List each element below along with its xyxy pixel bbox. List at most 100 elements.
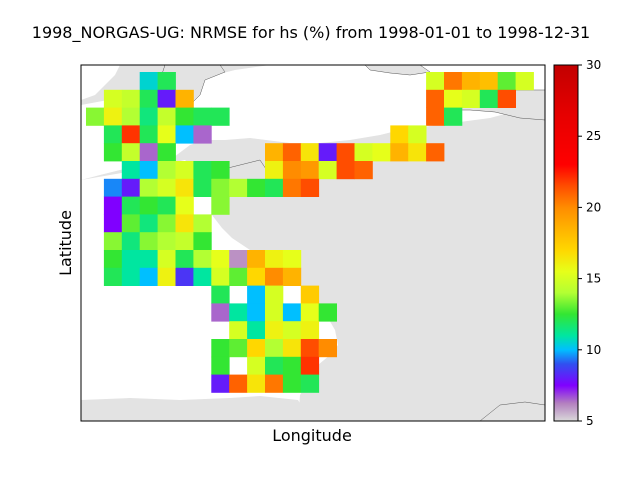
heatmap-cell	[211, 303, 230, 322]
heatmap-cell	[282, 267, 302, 286]
heatmap-cell	[211, 178, 230, 197]
heatmap-cell	[211, 339, 230, 358]
heatmap-cell	[175, 161, 194, 180]
heatmap-cell	[300, 143, 320, 162]
colorbar	[553, 64, 579, 422]
scandinavia-land	[364, 65, 431, 76]
heatmap-cell	[86, 107, 105, 126]
heatmap-cell	[265, 321, 284, 340]
heatmap-cell	[193, 178, 212, 197]
heatmap-cell	[247, 356, 266, 375]
heatmap-cell	[211, 250, 230, 269]
heatmap-cell	[426, 107, 445, 126]
heatmap-cell	[282, 374, 302, 393]
heatmap-cell	[211, 374, 230, 393]
heatmap-cell	[139, 250, 158, 269]
heatmap-cell	[103, 125, 123, 144]
heatmap-cell	[497, 72, 516, 91]
heatmap-cell	[193, 161, 212, 180]
heatmap-cell	[157, 214, 176, 233]
heatmap-cell	[157, 161, 176, 180]
heatmap-cell	[282, 339, 302, 358]
heatmap-cell	[229, 339, 248, 358]
heatmap-cell	[139, 178, 158, 197]
heatmap-cell	[479, 89, 499, 108]
colorbar-tick-label: 5	[586, 414, 594, 428]
heatmap-cell	[282, 143, 302, 162]
heatmap-cell	[426, 143, 445, 162]
heatmap-cell	[300, 321, 320, 340]
heatmap-cell	[103, 196, 123, 215]
heatmap-cell	[318, 143, 337, 162]
colorbar-tick-label: 15	[586, 272, 601, 286]
heatmap-cell	[300, 178, 320, 197]
heatmap-cell	[103, 250, 123, 269]
heatmap-cell	[121, 178, 141, 197]
heatmap-cell	[282, 250, 302, 269]
heatmap-cell	[426, 89, 445, 108]
heatmap-cell	[247, 303, 266, 322]
heatmap-cell	[265, 356, 284, 375]
heatmap-cell	[229, 374, 248, 393]
heatmap-cell	[193, 232, 212, 251]
heatmap-cell	[121, 107, 141, 126]
heatmap-cell	[390, 125, 409, 144]
heatmap-cell	[157, 196, 176, 215]
heatmap-cell	[103, 214, 123, 233]
heatmap-cell	[193, 125, 212, 144]
heatmap-cell	[247, 321, 266, 340]
heatmap-cell	[193, 250, 212, 269]
heatmap-cell	[121, 250, 141, 269]
heatmap-cell	[121, 214, 141, 233]
colorbar-tick-label: 20	[586, 200, 601, 214]
heatmap-cell	[211, 267, 230, 286]
heatmap-cell	[229, 267, 248, 286]
heatmap-cell	[247, 339, 266, 358]
heatmap-cell	[444, 72, 463, 91]
heatmap-cell	[157, 72, 176, 91]
heatmap-cell	[175, 214, 194, 233]
heatmap-cell	[175, 250, 194, 269]
heatmap-cell	[157, 107, 176, 126]
heatmap-cell	[265, 178, 284, 197]
heatmap-cell	[444, 89, 463, 108]
heatmap-cell	[157, 89, 176, 108]
heatmap-cell	[211, 196, 230, 215]
heatmap-cell	[300, 374, 320, 393]
heatmap-cell	[121, 161, 141, 180]
heatmap-cell	[175, 178, 194, 197]
heatmap-cell	[175, 125, 194, 144]
heatmap-cell	[121, 89, 141, 108]
heatmap-cell	[247, 374, 266, 393]
heatmap-cell	[282, 161, 302, 180]
heatmap-cell	[265, 339, 284, 358]
colorbar-tick-label: 30	[586, 58, 601, 72]
heatmap-cell	[139, 89, 158, 108]
heatmap-cell	[336, 143, 355, 162]
heatmap-cell	[318, 339, 337, 358]
heatmap-cell	[157, 178, 176, 197]
heatmap-cell	[193, 267, 212, 286]
heatmap-cell	[265, 303, 284, 322]
heatmap-cell	[372, 143, 391, 162]
heatmap-cell	[157, 125, 176, 144]
heatmap-cell	[157, 250, 176, 269]
heatmap-cell	[300, 339, 320, 358]
heatmap-cell	[426, 72, 445, 91]
heatmap-cell	[211, 285, 230, 304]
plot-frame	[80, 64, 546, 422]
heatmap-cell	[139, 267, 158, 286]
heatmap-cell	[282, 178, 302, 197]
heatmap-cell	[121, 232, 141, 251]
heatmap-cell	[139, 143, 158, 162]
heatmap-cell	[103, 143, 123, 162]
heatmap-cell	[300, 161, 320, 180]
heatmap-cell	[318, 161, 337, 180]
heatmap-cell	[139, 196, 158, 215]
heatmap-cell	[139, 125, 158, 144]
heatmap-cell	[497, 89, 516, 108]
heatmap-cell	[211, 107, 230, 126]
heatmap-cell	[515, 72, 534, 91]
heatmap-cell	[461, 89, 481, 108]
